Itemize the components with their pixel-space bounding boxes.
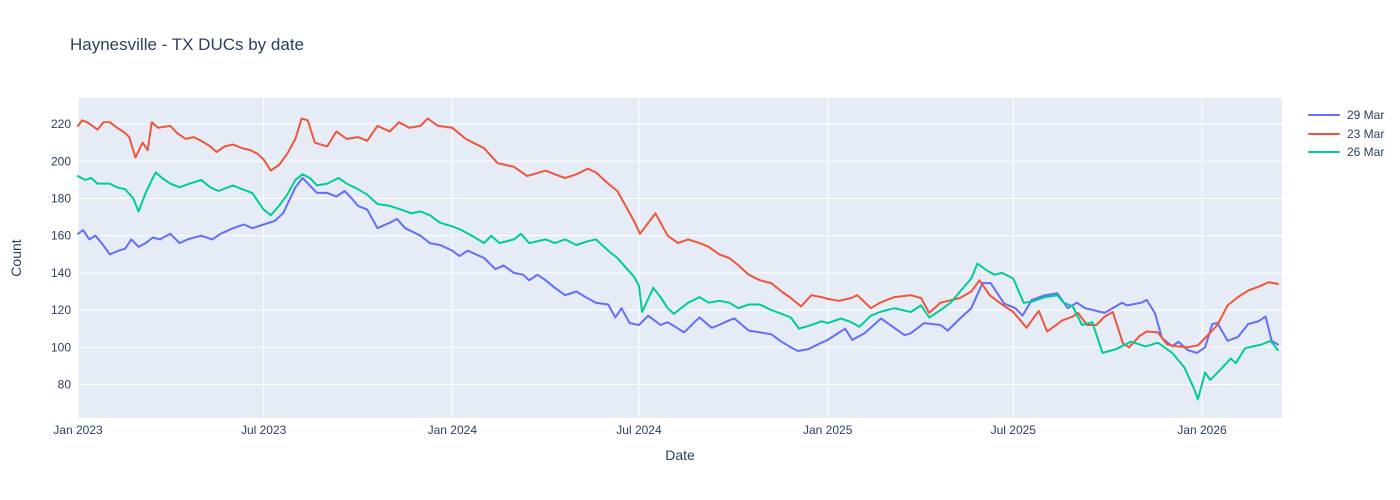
y-tick-label: 220: [51, 117, 71, 131]
series-line-23-mar[interactable]: [77, 117, 1279, 349]
legend-item-23-mar[interactable]: 23 Mar: [1308, 125, 1384, 144]
y-axis-title: Count: [8, 239, 24, 277]
y-tick-label: 200: [51, 154, 71, 168]
x-tick-label: Jan 2026: [1177, 423, 1227, 437]
series-line-26-mar[interactable]: [77, 171, 1279, 401]
x-tick-label: Jul 2024: [616, 423, 662, 437]
legend-label: 29 Mar: [1347, 108, 1385, 123]
plot-background: [78, 98, 1282, 418]
legend-label: 23 Mar: [1347, 126, 1385, 141]
y-tick-label: 180: [51, 191, 71, 205]
legend-line-sample: [1308, 132, 1340, 135]
chart-title: Haynesville - TX DUCs by date: [70, 35, 304, 54]
x-tick-label: Jan 2024: [428, 423, 478, 437]
x-tick-label: Jul 2025: [991, 423, 1037, 437]
y-tick-label: 140: [51, 266, 71, 280]
x-axis-title: Date: [665, 447, 695, 463]
y-tick-label: 100: [51, 340, 71, 354]
legend-line-sample: [1308, 114, 1340, 117]
legend: 29 Mar 23 Mar 26 Mar: [1308, 106, 1384, 162]
x-tick-label: Jan 2023: [53, 423, 103, 437]
legend-line-sample: [1308, 151, 1340, 154]
series-line-29-mar[interactable]: [77, 177, 1279, 354]
y-tick-label: 120: [51, 303, 71, 317]
x-tick-label: Jul 2023: [241, 423, 287, 437]
x-tick-label: Jan 2025: [803, 423, 853, 437]
y-tick-label: 80: [58, 378, 72, 392]
y-tick-label: 160: [51, 229, 71, 243]
legend-item-29-mar[interactable]: 29 Mar: [1308, 106, 1384, 125]
legend-label: 26 Mar: [1347, 145, 1385, 160]
legend-item-26-mar[interactable]: 26 Mar: [1308, 143, 1384, 162]
